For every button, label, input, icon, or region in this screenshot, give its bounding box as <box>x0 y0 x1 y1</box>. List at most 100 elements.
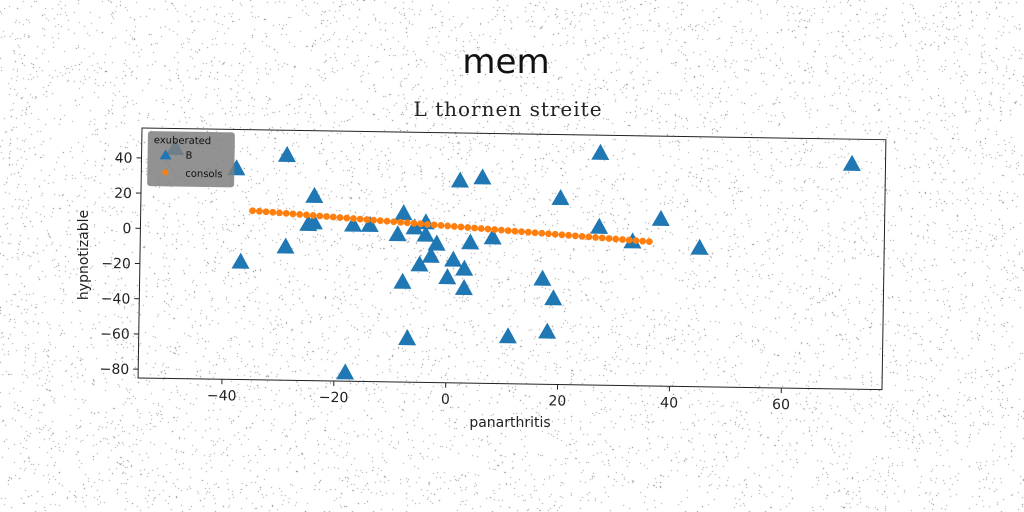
series-consols-point <box>356 215 364 223</box>
series-b-point <box>590 217 609 234</box>
series-consols-point <box>249 207 256 215</box>
series-b-point <box>388 225 407 242</box>
series-b-point <box>276 237 295 254</box>
series-b-point <box>538 322 557 339</box>
figure-suptitle: mem <box>462 42 549 82</box>
y-tick-label: −80 <box>100 362 130 378</box>
y-tick-label: −60 <box>100 326 130 342</box>
series-consols-point <box>316 212 324 220</box>
series-b-point <box>473 168 492 185</box>
series-b-point <box>231 252 250 269</box>
series-consols-point <box>565 231 573 239</box>
x-tick-label: −40 <box>207 388 237 404</box>
series-consols-point <box>471 224 478 232</box>
series-consols-point <box>645 238 653 246</box>
series-b-point <box>277 145 296 163</box>
legend-label-b: B <box>185 151 192 162</box>
series-b-point <box>444 250 463 267</box>
y-tick-label: 0 <box>122 221 131 237</box>
x-tick-label: −20 <box>319 390 349 406</box>
series-consols-point <box>524 228 532 236</box>
series-consols-point <box>376 217 384 225</box>
legend-title: exuberated <box>154 135 212 147</box>
series-consols-point <box>437 221 445 229</box>
series-b-point <box>498 327 517 344</box>
series-consols-point <box>504 227 512 235</box>
series-consols-point <box>430 221 438 229</box>
series-consols-point <box>639 237 647 245</box>
series-b-point <box>421 246 440 263</box>
x-tick-label: 0 <box>441 392 450 408</box>
series-consols-point <box>619 236 626 243</box>
series-consols-point <box>484 225 492 233</box>
series-b-point <box>551 188 570 206</box>
axes-frame <box>137 127 887 391</box>
series-consols-point <box>276 209 283 217</box>
series-consols-point <box>531 229 539 237</box>
series-b-point <box>304 213 323 230</box>
y-tick-label: −40 <box>101 291 131 307</box>
series-consols-point <box>424 220 431 228</box>
series-consols-point <box>329 213 337 221</box>
series-consols-point <box>350 215 357 222</box>
series-b-point <box>454 279 473 296</box>
series-consols-point <box>390 218 398 226</box>
series-consols-point <box>518 228 525 236</box>
series-consols-point <box>269 208 277 216</box>
series-consols-point <box>625 236 633 244</box>
legend: exuberated B consols <box>147 131 235 188</box>
series-b-point <box>450 171 469 188</box>
x-tick-label: 20 <box>548 393 566 409</box>
series-consols-point <box>309 212 317 219</box>
legend-marker-consols <box>162 169 169 176</box>
series-b-point <box>410 255 429 272</box>
series-consols-point <box>289 210 297 218</box>
series-consols-point <box>262 208 270 216</box>
series-b-point <box>438 268 457 285</box>
series-consols-point <box>592 234 599 241</box>
series-consols-point <box>403 219 411 227</box>
series-consols-point <box>302 211 310 219</box>
series-consols-point <box>585 233 593 241</box>
series-consols-point <box>336 214 344 221</box>
series-b-point <box>305 186 324 203</box>
series-consols-point <box>417 220 425 228</box>
series-b-point <box>544 289 563 306</box>
series-consols-point <box>450 223 458 230</box>
legend-box <box>147 131 235 188</box>
y-tick-label: −20 <box>101 256 131 272</box>
series-consols-point <box>491 226 499 233</box>
y-tick-label: 40 <box>115 151 133 167</box>
chart-title: L thornen streite <box>413 97 602 121</box>
series-consols-point <box>363 216 371 224</box>
series-b-point <box>533 269 552 286</box>
series-consols-point <box>511 227 519 235</box>
axis-ticks: −40 −20 0 20 40 60 −80 −60 −40 −20 0 20 40 <box>100 151 791 414</box>
series-consols-point <box>545 230 552 238</box>
series-b-point <box>842 154 861 171</box>
series-consols-point <box>444 222 452 230</box>
series-consols-point <box>612 235 620 243</box>
series-consols-point <box>282 209 290 217</box>
series-consols-markers <box>249 207 653 246</box>
series-b-point <box>336 363 355 380</box>
series-b-point <box>591 143 610 160</box>
x-tick-label: 40 <box>660 395 678 411</box>
plot-area: −40 −20 0 20 40 60 −80 −60 −40 −20 0 20 40 exuberate… <box>100 127 887 414</box>
series-b-point <box>394 204 413 221</box>
series-consols-point <box>497 226 505 234</box>
series-consols-point <box>410 219 418 227</box>
series-b-point <box>690 238 709 255</box>
series-b-point <box>461 233 480 250</box>
x-tick-label: 60 <box>772 397 790 413</box>
series-consols-point <box>571 232 579 240</box>
series-consols-point <box>296 210 304 218</box>
x-axis-label: panarthritis <box>469 415 550 431</box>
series-consols-point <box>538 229 546 237</box>
series-consols-point <box>598 234 606 242</box>
y-tick-label: 20 <box>114 186 132 202</box>
series-consols-point <box>323 213 330 220</box>
